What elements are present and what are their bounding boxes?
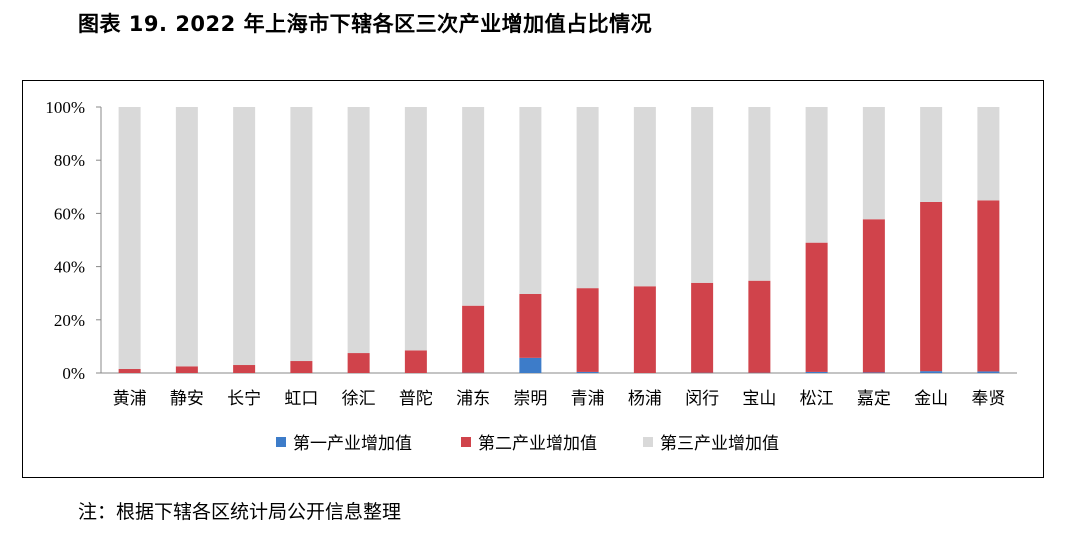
bar-segment-series-2: [404, 350, 427, 373]
x-tick-label: 长宁: [227, 389, 261, 409]
bar-segment-series-3: [519, 107, 542, 294]
bar-segment-series-2: [462, 305, 485, 373]
x-tick-label: 奉贤: [971, 389, 1005, 409]
bar-segment-series-3: [862, 107, 885, 220]
x-tick-label: 静安: [170, 389, 204, 409]
bar-segment-series-2: [519, 293, 542, 358]
bar-segment-series-3: [118, 107, 141, 370]
x-tick-label: 虹口: [284, 389, 318, 409]
bar-segment-series-3: [576, 107, 599, 289]
bar-segment-series-3: [633, 107, 656, 287]
bar-segment-series-3: [404, 107, 427, 351]
x-tick-label: 松江: [800, 389, 834, 409]
x-tick-label: 徐汇: [342, 389, 376, 409]
bar-segment-series-2: [118, 369, 141, 373]
y-tick-label: 40%: [54, 258, 85, 277]
bar-segment-series-2: [862, 219, 885, 373]
x-tick-label: 嘉定: [857, 389, 891, 409]
bar-segment-series-2: [175, 366, 198, 373]
bars: [118, 107, 1000, 373]
y-tick-labels: 0% 20% 40% 60% 80% 100%: [45, 98, 85, 383]
bar-segment-series-1: [519, 357, 542, 373]
source-note: 注：根据下辖各区统计局公开信息整理: [78, 501, 402, 523]
bar-segment-series-3: [347, 107, 370, 354]
bar-segment-series-3: [920, 107, 943, 202]
x-tick-label: 普陀: [399, 389, 433, 409]
bar-segment-series-3: [691, 107, 714, 283]
bar-segment-series-2: [920, 201, 943, 372]
legend-swatch: [643, 437, 653, 447]
bar-segment-series-3: [748, 107, 771, 281]
bar-segment-series-3: [805, 107, 828, 243]
y-tick-label: 80%: [54, 151, 85, 170]
bar-segment-series-3: [233, 107, 256, 366]
bar-segment-series-3: [977, 107, 1000, 201]
bar-segment-series-2: [233, 365, 256, 373]
bar-segment-series-3: [290, 107, 313, 362]
y-tick-label: 20%: [54, 311, 85, 330]
legend-label: 第三产业增加值: [660, 434, 779, 454]
bar-segment-series-2: [576, 288, 599, 372]
y-tick-label: 100%: [45, 98, 85, 117]
chart-title: 图表 19. 2022 年上海市下辖各区三次产业增加值占比情况: [78, 12, 653, 36]
y-tick-label: 60%: [54, 204, 85, 223]
bar-segment-series-2: [347, 353, 370, 373]
bar-segment-series-2: [748, 280, 771, 373]
legend-label: 第二产业增加值: [478, 434, 597, 454]
x-tick-label: 杨浦: [628, 389, 662, 409]
y-tick-label: 0%: [62, 364, 85, 383]
x-tick-label: 崇明: [513, 389, 547, 409]
bar-segment-series-1: [862, 372, 885, 373]
x-tick-label: 黄浦: [113, 389, 147, 409]
bar-segment-series-1: [576, 371, 599, 373]
legend-swatch: [461, 437, 471, 447]
bar-segment-series-2: [691, 282, 714, 373]
x-tick-label: 闵行: [685, 389, 719, 409]
bar-segment-series-2: [977, 200, 1000, 372]
x-tick-label: 宝山: [742, 389, 776, 409]
bar-segment-series-2: [633, 286, 656, 373]
x-tick-labels: 黄浦 静安 长宁 虹口 徐汇 普陀 浦东 崇明 青浦 杨浦 闵行 宝山 松江 嘉定 金山 奉贤: [113, 389, 1006, 409]
x-tick-label: 浦东: [456, 389, 490, 409]
legend-label: 第一产业增加值: [293, 434, 412, 454]
legend: 第一产业增加值 第二产业增加值 第三产业增加值: [276, 434, 779, 454]
bar-segment-series-2: [290, 361, 313, 373]
bar-segment-series-1: [805, 371, 828, 373]
bar-segment-series-3: [175, 107, 198, 367]
bar-segment-series-1: [920, 371, 943, 373]
bar-segment-series-3: [462, 107, 485, 306]
bar-segment-series-2: [805, 242, 828, 372]
x-tick-label: 金山: [914, 389, 948, 409]
x-tick-label: 青浦: [571, 389, 605, 409]
bar-segment-series-1: [977, 371, 1000, 373]
chart-frame: [22, 80, 1044, 478]
legend-swatch: [276, 437, 286, 447]
